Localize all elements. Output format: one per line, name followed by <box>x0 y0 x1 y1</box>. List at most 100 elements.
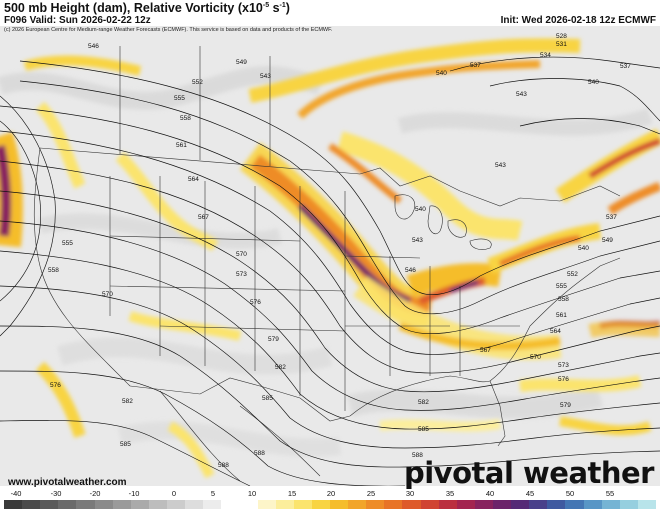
height-contour-label: 588 <box>412 452 423 459</box>
init-time: Init: Wed 2026-02-18 12z ECMWF <box>500 15 656 26</box>
colorbar-segment <box>511 500 530 509</box>
height-contour-label: 540 <box>578 245 589 252</box>
background-shading <box>0 66 653 457</box>
height-contour-label: 567 <box>480 347 491 354</box>
colorbar-segment <box>565 500 584 509</box>
colorbar-segment <box>293 500 312 509</box>
colorbar-segment <box>348 500 367 509</box>
colorbar-segment <box>203 500 222 509</box>
height-contour-label: 567 <box>198 214 209 221</box>
colorbar-label: 25 <box>366 489 376 498</box>
colorbar-label: 35 <box>445 489 455 498</box>
height-contour-label: 537 <box>606 214 617 221</box>
height-contour-label: 585 <box>120 441 131 448</box>
colorbar-label: -10 <box>128 489 140 498</box>
colorbar-segment <box>366 500 385 509</box>
height-contour-label: 534 <box>540 52 551 59</box>
colorbar-label: 15 <box>287 489 297 498</box>
colorbar-segment <box>58 500 77 509</box>
height-contour-label: 537 <box>620 63 631 70</box>
vorticity-shading <box>0 38 660 479</box>
height-contours <box>0 56 660 486</box>
colorbar-segment <box>148 500 167 509</box>
height-contour-label: 573 <box>236 271 247 278</box>
colorbar: -40 -30 -20 -10 0 5 10 15 20 25 30 35 40 45 50 55 <box>0 488 660 510</box>
height-contour-label: 570 <box>236 251 247 258</box>
height-contour-label: 552 <box>192 79 203 86</box>
colorbar-segment <box>275 500 294 509</box>
height-contour-label: 576 <box>250 299 261 306</box>
title-end: ) <box>285 1 290 15</box>
title-unit-exponent: -1 <box>279 1 286 9</box>
colorbar-segment <box>22 500 41 509</box>
colorbar-label: -30 <box>50 489 62 498</box>
height-contour-label: 549 <box>602 237 613 244</box>
height-contour-label: 558 <box>558 296 569 303</box>
height-contour-label: 555 <box>556 283 567 290</box>
height-contour-label: 540 <box>436 70 447 77</box>
colorbar-segment <box>619 500 638 509</box>
map-title-text: 500 mb Height (dam), Relative Vorticity … <box>4 1 263 15</box>
colorbar-segment <box>185 500 204 509</box>
height-contour-label: 570 <box>530 354 541 361</box>
height-contour-label: 579 <box>268 336 279 343</box>
colorbar-label: 50 <box>565 489 575 498</box>
colorbar-label: 55 <box>605 489 615 498</box>
colorbar-segment <box>112 500 131 509</box>
height-contour-label: 582 <box>122 398 133 405</box>
height-contour-label: 537 <box>470 62 481 69</box>
colorbar-segment <box>40 500 59 509</box>
height-contour-label: 588 <box>254 450 265 457</box>
site-watermark[interactable]: www.pivotalweather.com <box>8 477 127 488</box>
height-contour-label: 555 <box>174 95 185 102</box>
map-title: 500 mb Height (dam), Relative Vorticity … <box>4 1 290 15</box>
colorbar-segment <box>601 500 620 509</box>
height-contour-label: 549 <box>236 59 247 66</box>
colorbar-segment <box>239 500 258 509</box>
height-contour-label: 558 <box>180 115 191 122</box>
height-contour-label: 552 <box>567 271 578 278</box>
height-contour-label: 579 <box>560 402 571 409</box>
colorbar-segment <box>529 500 548 509</box>
colorbar-segment <box>130 500 149 509</box>
height-contour-label: 564 <box>550 328 561 335</box>
title-bar: 500 mb Height (dam), Relative Vorticity … <box>0 0 660 16</box>
colorbar-label: -40 <box>10 489 22 498</box>
height-labels-east: 5285315345375405435405375405435465495525… <box>405 33 631 459</box>
height-contour-label: 543 <box>412 237 423 244</box>
colorbar-label: -20 <box>89 489 101 498</box>
colorbar-segment <box>4 500 23 509</box>
colorbar-segment <box>76 500 95 509</box>
valid-time: F096 Valid: Sun 2026-02-22 12z <box>4 15 151 26</box>
colorbar-segment <box>329 500 349 509</box>
colorbar-segment <box>311 500 330 509</box>
colorbar-label: 10 <box>247 489 257 498</box>
copyright-notice: (c) 2026 European Centre for Medium-rang… <box>4 27 333 33</box>
height-contour-label: 582 <box>275 364 286 371</box>
height-contour-label: 576 <box>50 382 61 389</box>
height-contour-label: 561 <box>556 312 567 319</box>
colorbar-segment <box>221 500 240 509</box>
colorbar-segment <box>438 500 457 509</box>
height-contour-label: 576 <box>558 376 569 383</box>
forecast-map[interactable]: 546 552 555 558 561 564 567 570 573 576 579 582 585 5… <box>0 26 660 486</box>
height-contour-label: 546 <box>405 267 416 274</box>
height-contour-label: 585 <box>418 426 429 433</box>
colorbar-segment <box>420 500 439 509</box>
brand-watermark: pivotal weather <box>403 456 655 490</box>
colorbar-segment <box>166 500 186 509</box>
height-contour-label: 543 <box>516 91 527 98</box>
height-contour-label: 543 <box>260 73 271 80</box>
colorbar-label: 5 <box>210 489 216 498</box>
colorbar-segment <box>474 500 493 509</box>
colorbar-label: 20 <box>326 489 336 498</box>
valid-bar: F096 Valid: Sun 2026-02-22 12z Init: Wed… <box>0 15 660 27</box>
colorbar-segment <box>637 500 656 509</box>
colorbar-segment <box>257 500 276 509</box>
height-contour-label: 573 <box>558 362 569 369</box>
height-contour-label: 543 <box>495 162 506 169</box>
map-canvas: 5465525555585615645675705735765795825855… <box>0 33 660 486</box>
colorbar-label: 45 <box>525 489 535 498</box>
colorbar-labels: -40 -30 -20 -10 0 5 10 15 20 25 30 35 40 45 50 55 <box>0 488 660 500</box>
title-unit: s <box>272 1 280 15</box>
